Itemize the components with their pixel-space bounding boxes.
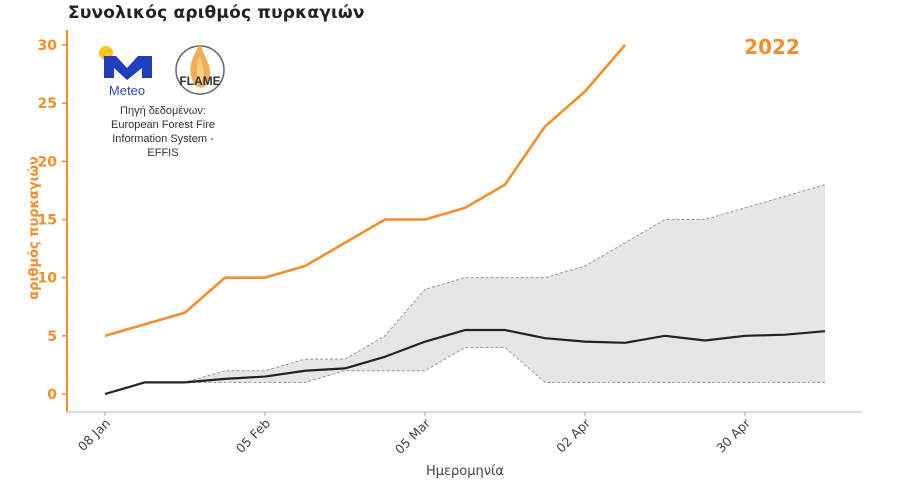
mean-line bbox=[104, 328, 826, 396]
x-tick-label: 02 Apr bbox=[553, 415, 594, 456]
source-line: EFFIS bbox=[147, 147, 179, 159]
x-tick-label: 08 Jan bbox=[75, 416, 113, 454]
y-axis-label: αριθμός πυρκαγιών bbox=[27, 156, 42, 300]
range-band bbox=[104, 184, 826, 395]
x-ticks: 08 Jan 05 Feb 05 Mar 02 Apr 30 Apr bbox=[75, 412, 754, 457]
flame-logo-text: FLAME bbox=[179, 74, 220, 88]
y-tick-label: 20 bbox=[38, 154, 58, 170]
current-year-line bbox=[104, 44, 626, 338]
x-tick-label: 05 Mar bbox=[392, 415, 434, 457]
y-tick-label: 10 bbox=[38, 271, 58, 287]
meteo-logo-text: Meteo bbox=[109, 83, 145, 98]
chart-title: Συνολικός αριθμός πυρκαγιών bbox=[68, 3, 365, 23]
data-source-note: Πηγή δεδομένων: European Forest Fire Inf… bbox=[92, 104, 234, 160]
x-tick-label: 30 Apr bbox=[713, 415, 754, 456]
flame-icon: FLAME bbox=[175, 44, 225, 95]
range-band-area bbox=[105, 184, 825, 394]
y-tick-label: 5 bbox=[47, 329, 57, 345]
y-tick-label: 25 bbox=[38, 96, 57, 112]
y-tick-label: 0 bbox=[47, 387, 57, 403]
x-tick-label: 05 Feb bbox=[233, 415, 273, 455]
source-line: Πηγή δεδομένων: bbox=[120, 105, 206, 117]
year-label: 2022 bbox=[744, 35, 800, 59]
x-axis-label: Ημερομηνία bbox=[426, 464, 504, 479]
y-tick-label: 15 bbox=[38, 213, 57, 229]
data-lines bbox=[104, 44, 826, 396]
flame-logo: FLAME bbox=[172, 40, 228, 98]
source-line: Information System - bbox=[112, 133, 214, 145]
min-line bbox=[104, 346, 825, 395]
y-ticks: 0 5 10 15 20 25 30 bbox=[38, 38, 67, 403]
meteo-m-icon: Meteo bbox=[99, 46, 152, 98]
meteo-logo: Meteo bbox=[98, 44, 156, 100]
source-line: European Forest Fire bbox=[111, 119, 215, 131]
y-tick-label: 30 bbox=[38, 38, 58, 54]
